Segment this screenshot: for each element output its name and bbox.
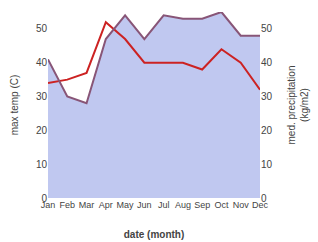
svg-text:May: May [117,200,135,210]
svg-text:30: 30 [36,91,48,102]
svg-text:med. precipitation(kg/m2): med. precipitation(kg/m2) [286,66,310,145]
svg-text:Apr: Apr [99,200,113,210]
svg-text:Jan: Jan [41,200,56,210]
svg-text:10: 10 [36,159,48,170]
svg-text:Oct: Oct [214,200,229,210]
svg-text:Jun: Jun [137,200,152,210]
svg-text:max temp (C): max temp (C) [9,75,20,136]
svg-text:Feb: Feb [60,200,76,210]
svg-text:20: 20 [36,125,48,136]
svg-text:Mar: Mar [79,200,95,210]
svg-text:date (month): date (month) [124,229,185,240]
svg-text:20: 20 [261,125,273,136]
svg-text:Aug: Aug [175,200,191,210]
svg-text:0: 0 [261,193,267,204]
svg-text:40: 40 [36,57,48,68]
svg-text:Dec: Dec [252,200,269,210]
svg-text:0: 0 [41,193,47,204]
svg-text:40: 40 [261,57,273,68]
svg-text:50: 50 [36,23,48,34]
svg-text:10: 10 [261,159,273,170]
svg-text:30: 30 [261,91,273,102]
svg-text:Nov: Nov [233,200,250,210]
svg-text:Jul: Jul [158,200,170,210]
svg-text:50: 50 [261,23,273,34]
svg-text:Sep: Sep [194,200,210,210]
